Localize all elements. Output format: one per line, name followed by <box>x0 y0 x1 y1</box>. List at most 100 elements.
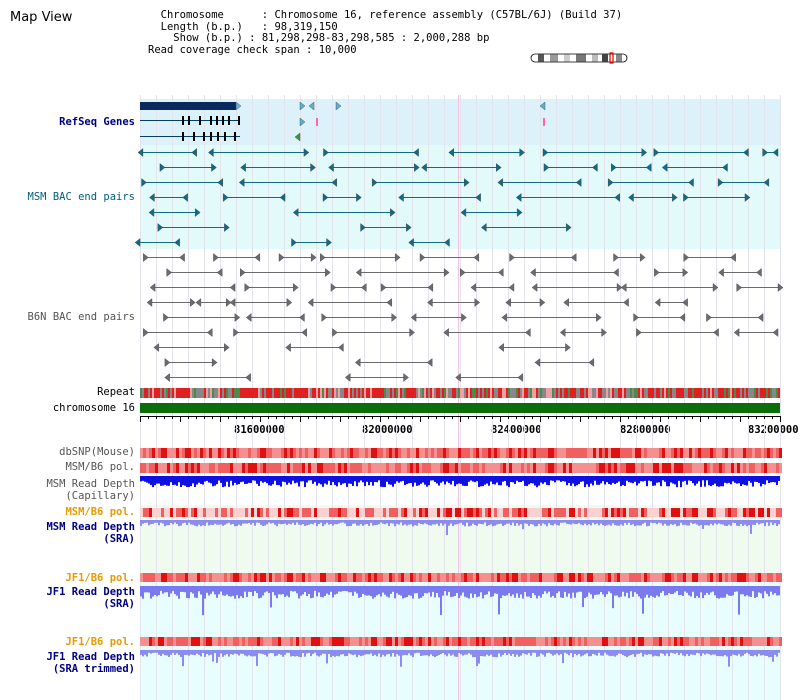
polymorphism-cell <box>293 508 296 517</box>
read-depth-bar <box>488 520 490 526</box>
msm-bac-pair-end <box>519 148 525 157</box>
read-depth-bar <box>770 650 772 658</box>
read-depth-bar <box>140 650 142 655</box>
polymorphism-cell <box>269 508 272 517</box>
read-depth-bar <box>440 520 442 524</box>
b6n-bac-pair-end <box>683 253 690 262</box>
chromosome-ideogram[interactable] <box>530 52 628 64</box>
polymorphism-cell <box>185 573 188 582</box>
read-depth-bar <box>602 520 604 526</box>
read-depth-bar <box>468 476 470 482</box>
polymorphism-cell <box>674 637 677 646</box>
read-depth-bar <box>226 650 228 655</box>
read-depth-bar <box>406 520 408 526</box>
b6n-bac-pair-end <box>355 268 362 277</box>
repeat-segment <box>626 388 628 398</box>
repeat-segment <box>336 388 338 398</box>
msm-bac-pair-end <box>326 238 332 247</box>
read-depth-bar <box>252 520 254 523</box>
read-depth-bar <box>208 650 210 656</box>
read-depth-bar <box>676 520 678 527</box>
read-depth-bar <box>508 520 510 524</box>
read-depth-bar <box>282 476 284 482</box>
read-depth-bar <box>406 650 408 656</box>
polymorphism-cell <box>470 508 473 517</box>
read-depth-bar <box>650 586 652 596</box>
polymorphism-cell <box>188 463 191 473</box>
repeat-segment <box>330 388 332 398</box>
polymorphism-cell <box>572 573 575 582</box>
polymorphism-cell <box>149 508 152 517</box>
read-depth-bar <box>366 520 368 524</box>
repeat-segment <box>220 388 222 398</box>
repeat-segment <box>498 388 500 398</box>
polymorphism-cell <box>176 637 179 646</box>
read-depth-bar <box>438 586 440 598</box>
read-depth-bar <box>476 586 478 598</box>
polymorphism-cell <box>281 573 284 582</box>
polymorphism-cell <box>572 463 575 473</box>
polymorphism-cell <box>194 573 197 582</box>
repeat-segment <box>450 388 452 398</box>
read-depth-bar <box>612 586 614 609</box>
b6n-bac-pair-end <box>616 283 623 292</box>
polymorphism-cell <box>254 448 257 458</box>
read-depth-bar <box>224 586 226 596</box>
polymorphism-cell <box>269 573 272 582</box>
repeat-segment <box>760 388 762 398</box>
polymorphism-cell <box>257 637 260 646</box>
polymorphism-cell <box>689 508 692 517</box>
read-depth-bar <box>406 476 408 485</box>
polymorphism-cell <box>332 573 335 582</box>
read-depth-bar <box>256 520 258 523</box>
polymorphism-cell <box>743 463 746 473</box>
polymorphism-cell <box>374 573 377 582</box>
read-depth-bar <box>526 586 528 597</box>
read-depth-bar <box>572 476 574 484</box>
polymorphism-cell <box>698 508 701 517</box>
polymorphism-cell <box>743 573 746 582</box>
read-depth-bar <box>370 476 372 483</box>
polymorphism-cell <box>656 637 659 646</box>
polymorphism-cell <box>209 448 212 458</box>
read-depth-bar <box>146 586 148 593</box>
refseq-exon <box>193 132 195 141</box>
read-depth-bar <box>300 476 302 482</box>
read-depth-bar <box>192 650 194 655</box>
polymorphism-cell <box>542 463 545 473</box>
read-depth-bar <box>266 586 268 592</box>
msm-bac-pair-end <box>371 178 378 187</box>
repeat-segment <box>202 388 204 398</box>
read-depth-bar <box>202 586 204 616</box>
read-depth-bar <box>776 650 778 657</box>
polymorphism-cell <box>239 508 242 517</box>
read-depth-bar <box>536 520 538 527</box>
read-depth-bar <box>356 586 358 594</box>
msm-bac-pair-end <box>722 163 728 172</box>
read-depth-bar <box>734 650 736 656</box>
read-depth-bar <box>506 520 508 524</box>
read-depth-bar <box>576 586 578 593</box>
polymorphism-cell <box>599 573 602 582</box>
repeat-segment <box>272 388 274 398</box>
polymorphism-cell <box>338 463 341 473</box>
read-depth-bar <box>736 586 738 592</box>
read-depth-bar <box>394 476 396 484</box>
read-depth-bar <box>706 476 708 481</box>
polymorphism-cell <box>212 448 215 458</box>
polymorphism-cell <box>671 508 674 517</box>
read-depth-bar <box>314 650 316 653</box>
read-depth-bar <box>210 586 212 594</box>
repeat-segment <box>306 388 308 398</box>
polymorphism-cell <box>653 573 656 582</box>
read-depth-bar <box>594 586 596 595</box>
polymorphism-cell <box>677 463 680 473</box>
read-depth-bar <box>520 586 522 595</box>
read-depth-bar <box>634 586 636 593</box>
read-depth-bar <box>724 476 726 483</box>
read-depth-bar <box>602 476 604 482</box>
polymorphism-cell <box>206 573 209 582</box>
b6n-bac-pair-end <box>211 358 218 367</box>
polymorphism-cell <box>539 637 542 646</box>
